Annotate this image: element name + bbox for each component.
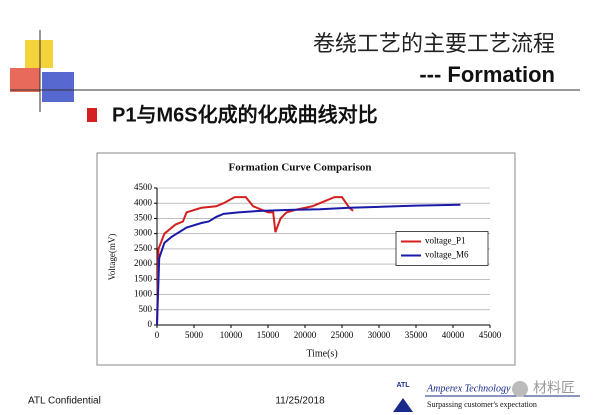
- bullet-text: P1与M6S化成的化成曲线对比: [112, 102, 378, 126]
- y-tick-label: 3000: [134, 228, 153, 238]
- company: Amperex Technology Li: [426, 383, 521, 394]
- series-line: [156, 196, 354, 326]
- logo: ATL: [396, 382, 410, 389]
- y-tick-label: 2500: [134, 243, 153, 253]
- logo-icon: [393, 398, 413, 412]
- chart-title: Formation Curve Comparison: [229, 162, 372, 174]
- watermark-icon: [512, 381, 528, 397]
- y-tick-label: 1500: [134, 273, 153, 283]
- x-tick-label: 45000: [479, 330, 502, 340]
- x-tick-label: 30000: [368, 330, 391, 340]
- series-line: [156, 203, 461, 326]
- x-tick-label: 15000: [257, 330, 280, 340]
- y-tick-label: 2000: [134, 258, 153, 268]
- x-tick-label: 25000: [331, 330, 354, 340]
- x-tick-label: 5000: [185, 330, 204, 340]
- y-tick-label: 500: [139, 304, 153, 314]
- y-tick-label: 4000: [134, 197, 153, 207]
- y-tick-label: 3500: [134, 213, 153, 223]
- watermark: 材料匠: [533, 380, 575, 396]
- y-tick-label: 4500: [134, 182, 153, 192]
- deco-yellow: [25, 40, 53, 68]
- x-axis-label: Time(s): [306, 348, 337, 359]
- deco-blue: [42, 72, 74, 102]
- x-tick-label: 20000: [294, 330, 317, 340]
- deco-red: [10, 68, 40, 92]
- x-tick-label: 35000: [405, 330, 428, 340]
- y-tick-label: 1000: [134, 289, 153, 299]
- tagline: Surpassing customer's expectation: [427, 400, 537, 409]
- bullet-icon: [87, 108, 97, 122]
- y-axis-label: Voltage(mV): [107, 234, 117, 281]
- footer-date: 11/25/2018: [275, 396, 325, 407]
- x-tick-label: 40000: [442, 330, 465, 340]
- footer-left: ATL Confidential: [28, 396, 101, 407]
- legend-label: voltage_M6: [425, 250, 469, 260]
- slide-title: 卷绕工艺的主要工艺流程: [313, 31, 555, 56]
- x-tick-label: 0: [155, 330, 160, 340]
- legend-label: voltage_P1: [425, 236, 466, 246]
- slide-subtitle: --- Formation: [419, 62, 555, 87]
- x-tick-label: 10000: [220, 330, 243, 340]
- y-tick-label: 0: [148, 319, 153, 329]
- legend-box: [395, 231, 489, 266]
